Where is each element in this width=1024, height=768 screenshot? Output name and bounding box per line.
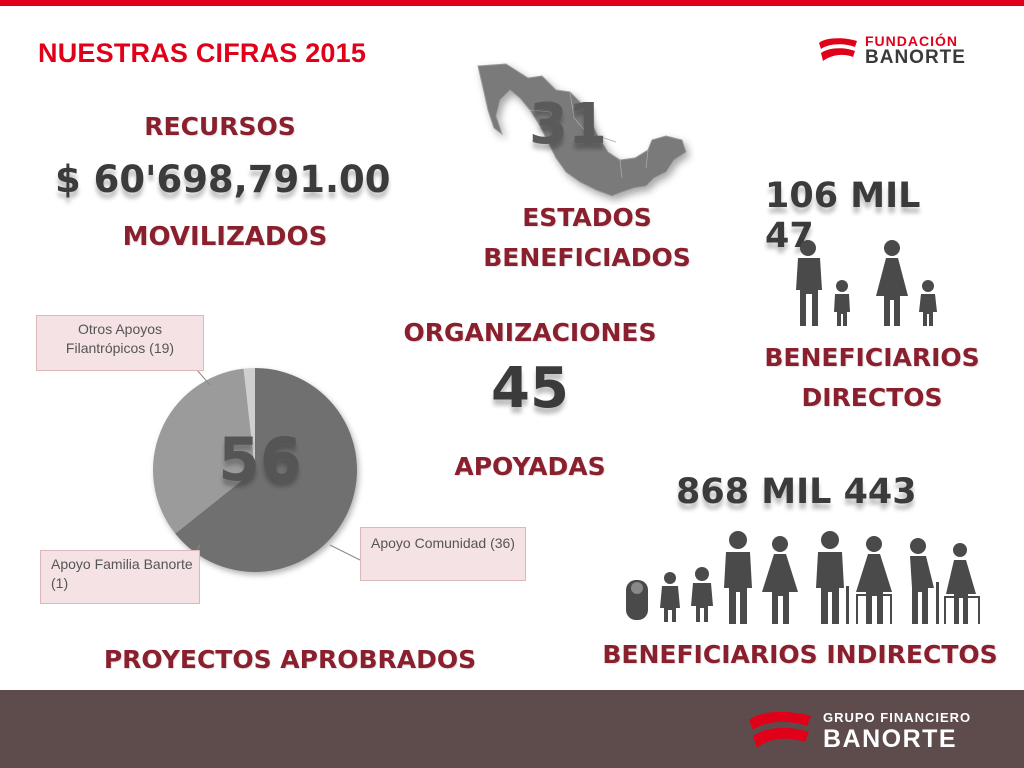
organizaciones-number: 45	[491, 356, 569, 421]
callout-apoyo-familia: Apoyo Familia Banorte (1)	[40, 550, 200, 604]
movilizados-label: MOVILIZADOS	[122, 222, 328, 252]
family-icon	[796, 240, 937, 326]
footer-logo-top-text: GRUPO FINANCIERO	[823, 710, 972, 725]
logo-fundacion-text: FUNDACIÓN	[865, 33, 958, 49]
top-accent-bar	[0, 0, 1024, 6]
recursos-amount: $ 60'698,791.00	[55, 158, 391, 201]
banorte-emblem-icon	[749, 711, 811, 748]
footer-bar: GRUPO FINANCIERO BANORTE	[0, 690, 1024, 768]
logo-banorte-text: BANORTE	[865, 47, 966, 68]
banorte-emblem-icon	[819, 38, 857, 61]
indirectos-number: 868 MIL 443	[676, 472, 917, 512]
directos-number: 106 MIL 47	[765, 176, 921, 256]
fundacion-banorte-logo: FUNDACIÓN BANORTE	[815, 33, 990, 69]
proyectos-center-number: 56	[218, 425, 302, 495]
apoyadas-label: APOYADAS	[454, 452, 606, 481]
projects-pie-chart	[153, 368, 357, 572]
page-title: NUESTRAS CIFRAS 2015	[38, 38, 367, 68]
indirectos-label: BENEFICIARIOS INDIRECTOS	[602, 640, 998, 669]
pie-slice-otros	[153, 368, 255, 534]
estados-label-line1: ESTADOS	[522, 203, 652, 232]
recursos-label: RECURSOS	[144, 112, 296, 141]
grupo-financiero-banorte-logo: GRUPO FINANCIERO BANORTE	[745, 708, 1015, 754]
estados-label-line2: BENEFICIADOS	[483, 243, 691, 272]
people-generations-icon	[626, 531, 980, 624]
footer-logo-bottom-text: BANORTE	[823, 725, 958, 753]
callout-otros-apoyos: Otros Apoyos Filantrópicos (19)	[36, 315, 204, 371]
pie-slice-comunidad	[175, 368, 357, 572]
organizaciones-label: ORGANIZACIONES	[403, 318, 657, 347]
proyectos-label: PROYECTOS APROBRADOS	[103, 645, 477, 674]
pie-slice-familia	[243, 368, 255, 470]
directos-label-line1: BENEFICIARIOS	[764, 343, 980, 372]
callout-apoyo-comunidad: Apoyo Comunidad (36)	[360, 527, 526, 581]
mexico-map-icon	[477, 63, 687, 197]
estados-number: 31	[529, 92, 607, 157]
directos-label-line2: DIRECTOS	[801, 383, 943, 412]
